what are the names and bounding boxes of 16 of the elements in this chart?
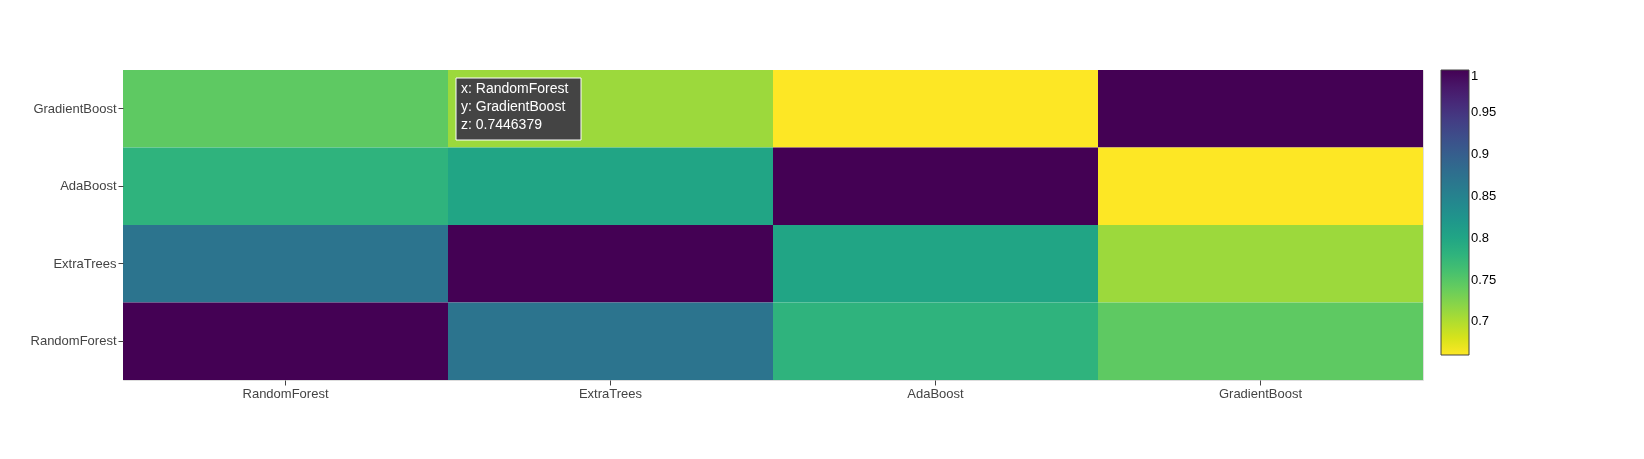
color-bar-label: 0.8 (1471, 229, 1490, 245)
color-bar-label: 1 (1471, 68, 1479, 83)
x-tick-label: AdaBoost (907, 385, 965, 401)
color-bar-label: 0.85 (1471, 187, 1497, 203)
y-tick-label: RandomForest (30, 333, 117, 349)
x-tick-label: RandomForest (242, 385, 329, 401)
color-bar-label: 0.9 (1471, 145, 1490, 161)
x-tick-label: ExtraTrees (578, 385, 643, 401)
color-bar-label: 0.95 (1471, 103, 1497, 119)
y-tick-label: GradientBoost (33, 100, 117, 116)
x-tick-label: GradientBoost (1218, 385, 1303, 401)
annotation: x: RandomForest y: GradientBoost z: 0.7446379 (461, 80, 569, 132)
color-bar-label: 0.7 (1471, 313, 1490, 329)
color-bar-label: 0.75 (1471, 271, 1497, 287)
y-tick-label: ExtraTrees (53, 255, 117, 271)
y-tick-label: AdaBoost (60, 178, 117, 194)
